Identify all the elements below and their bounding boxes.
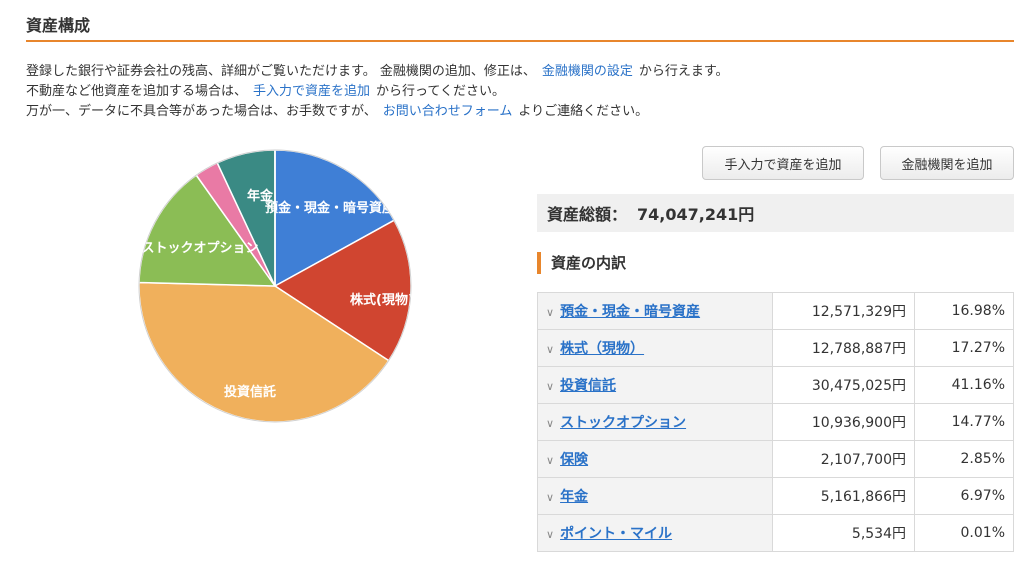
intro-line-2-tail: から行ってください。 [376,84,505,99]
chevron-down-icon[interactable]: ∨ [546,528,555,541]
table-row: ∨ 保険 2,107,700円 2.85% [537,440,1014,478]
asset-name-cell: ∨ 年金 [537,477,773,515]
table-row: ∨ 年金 5,161,866円 6.97% [537,477,1014,515]
asset-amount: 12,571,329円 [772,292,915,330]
asset-percent: 14.77% [914,403,1014,441]
asset-percent: 16.98% [914,292,1014,330]
asset-link-points[interactable]: ポイント・マイル [560,526,673,542]
pie-slice-label: 預金・現金・暗号資産 [265,200,395,216]
chevron-down-icon[interactable]: ∨ [546,306,555,319]
intro-line-1-text: 登録した銀行や証券会社の残高、詳細がご覧いただけます。 金融機関の追加、修正は、 [26,64,536,79]
chevron-down-icon[interactable]: ∨ [546,380,555,393]
add-institution-button[interactable]: 金融機関を追加 [880,146,1014,180]
asset-percent: 2.85% [914,440,1014,478]
total-assets: 資産総額： 74,047,241円 [537,194,1014,232]
asset-name-cell: ∨ ストックオプション [537,403,773,441]
asset-percent: 0.01% [914,514,1014,552]
intro-line-3-tail: よりご連絡ください。 [518,104,649,119]
pie-slice-label: ストックオプション [141,241,258,256]
asset-name-cell: ∨ ポイント・マイル [537,514,773,552]
chevron-down-icon[interactable]: ∨ [546,417,555,430]
asset-amount: 5,534円 [772,514,915,552]
pie-slice-label: 投資信託 [224,384,276,400]
contact-form-link[interactable]: お問い合わせフォーム [382,104,513,119]
asset-breakdown-table: ∨ 預金・現金・暗号資産 12,571,329円 16.98% ∨ 株式（現物） 1… [537,292,1014,552]
pie-slice-label: 株式(現物) [350,292,414,308]
table-row: ∨ ストックオプション 10,936,900円 14.77% [537,403,1014,441]
intro-line-2-text: 不動産など他資産を追加する場合は、 [26,84,248,99]
intro-line-3-text: 万が一、データに不具合等があった場合は、お手数ですが、 [26,104,377,119]
asset-link-pension[interactable]: 年金 [560,489,589,505]
asset-link-funds[interactable]: 投資信託 [560,378,617,394]
table-row: ∨ 預金・現金・暗号資産 12,571,329円 16.98% [537,292,1014,330]
intro-line-3: 万が一、データに不具合等があった場合は、お手数ですが、 お問い合わせフォーム よりご… [26,102,729,122]
institution-settings-link[interactable]: 金融機関の設定 [541,64,633,79]
total-amount: 74,047,241円 [637,205,755,224]
asset-pie-chart: 預金・現金・暗号資産株式(現物) 投資信託 ストックオプション 年金 [0,140,520,560]
asset-amount: 2,107,700円 [772,440,915,478]
pie-outline [138,149,412,423]
chevron-down-icon[interactable]: ∨ [546,491,555,504]
asset-link-insurance[interactable]: 保険 [560,452,589,468]
asset-link-stocks[interactable]: 株式（現物） [560,341,645,357]
pie-slice-label: 年金 [247,188,274,204]
intro-line-2: 不動産など他資産を追加する場合は、 手入力で資産を追加 から行ってください。 [26,82,729,102]
intro-text: 登録した銀行や証券会社の残高、詳細がご覧いただけます。 金融機関の追加、修正は、… [26,62,729,122]
asset-name-cell: ∨ 投資信託 [537,366,773,404]
asset-name-cell: ∨ 株式（現物） [537,329,773,367]
table-row: ∨ ポイント・マイル 5,534円 0.01% [537,514,1014,552]
manual-add-asset-button[interactable]: 手入力で資産を追加 [702,146,864,180]
asset-amount: 30,475,025円 [772,366,915,404]
asset-amount: 12,788,887円 [772,329,915,367]
asset-percent: 17.27% [914,329,1014,367]
intro-line-1-tail: から行えます。 [638,64,729,79]
page-title: 資産構成 [26,16,91,35]
asset-amount: 5,161,866円 [772,477,915,515]
manual-asset-link[interactable]: 手入力で資産を追加 [253,84,371,99]
title-divider [26,40,1014,42]
intro-line-1: 登録した銀行や証券会社の残高、詳細がご覧いただけます。 金融機関の追加、修正は、… [26,62,729,82]
total-label: 資産総額： [547,205,628,224]
asset-percent: 41.16% [914,366,1014,404]
breakdown-heading: 資産の内訳 [537,252,626,274]
table-row: ∨ 投資信託 30,475,025円 41.16% [537,366,1014,404]
chevron-down-icon[interactable]: ∨ [546,454,555,467]
asset-name-cell: ∨ 保険 [537,440,773,478]
asset-percent: 6.97% [914,477,1014,515]
chevron-down-icon[interactable]: ∨ [546,343,555,356]
asset-link-deposit[interactable]: 預金・現金・暗号資産 [560,304,701,320]
asset-name-cell: ∨ 預金・現金・暗号資産 [537,292,773,330]
table-row: ∨ 株式（現物） 12,788,887円 17.27% [537,329,1014,367]
asset-link-stock-options[interactable]: ストックオプション [560,415,687,431]
asset-amount: 10,936,900円 [772,403,915,441]
